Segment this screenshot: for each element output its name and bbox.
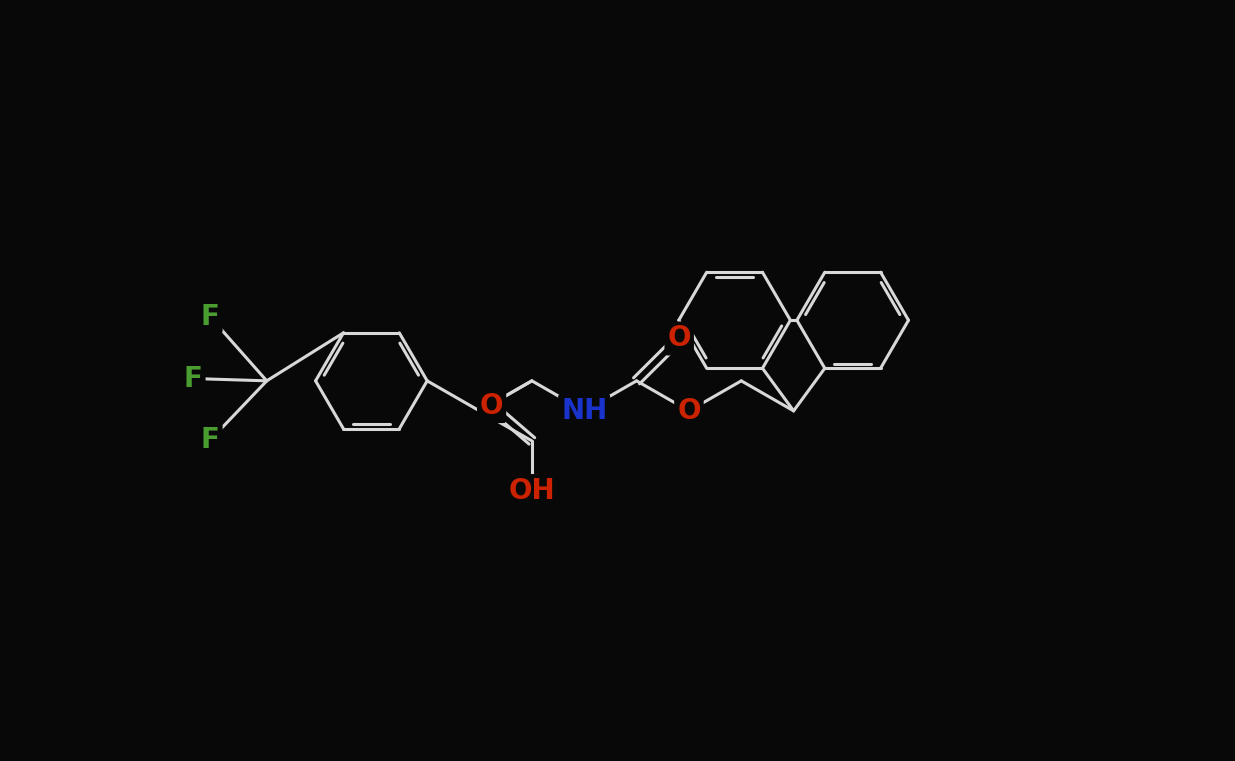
- Text: NH: NH: [561, 397, 608, 425]
- Text: F: F: [184, 365, 203, 393]
- Text: O: O: [480, 392, 504, 420]
- Text: O: O: [677, 397, 700, 425]
- Text: F: F: [201, 426, 220, 454]
- Text: NH: NH: [561, 397, 608, 425]
- Text: F: F: [184, 365, 203, 393]
- Text: OH: OH: [509, 477, 556, 505]
- Text: O: O: [677, 397, 700, 425]
- Text: O: O: [667, 324, 690, 352]
- Text: O: O: [480, 392, 504, 420]
- Text: F: F: [201, 303, 220, 331]
- Text: F: F: [201, 426, 220, 454]
- Text: OH: OH: [509, 477, 556, 505]
- Text: O: O: [667, 324, 690, 352]
- Text: F: F: [201, 303, 220, 331]
